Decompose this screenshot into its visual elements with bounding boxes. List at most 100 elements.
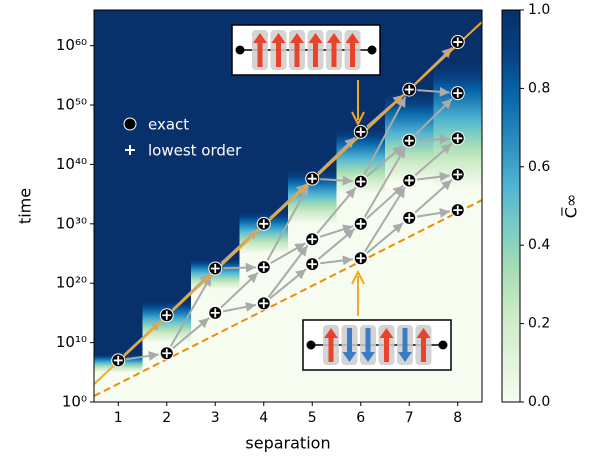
transition-arrow [366, 185, 404, 220]
lowest-order-point [307, 174, 317, 184]
transition-arrow [417, 86, 450, 97]
transition-arrow [363, 147, 407, 218]
spin-arrow [345, 33, 360, 67]
colorbar-tick-label: 0.4 [528, 237, 550, 253]
spin-arrow [253, 33, 267, 67]
transition-arrow [223, 262, 256, 273]
transition-arrow [269, 268, 307, 300]
lowest-order-point [404, 136, 414, 146]
transition-arrow [366, 145, 404, 178]
colorbar-tick-label: 0.2 [528, 316, 550, 332]
spin-arrow [379, 328, 394, 362]
x-tick-label: 7 [405, 410, 414, 426]
transition-arrow [319, 224, 354, 238]
lowest-order-point [307, 234, 317, 244]
lowest-order-point [356, 177, 366, 187]
transition-arrow [169, 274, 213, 347]
x-tick-label: 1 [114, 410, 123, 426]
lowest-order-point [453, 170, 463, 180]
transition-arrow [320, 255, 353, 266]
points [111, 35, 465, 368]
spin-arrow [398, 328, 412, 362]
chain-end [438, 340, 448, 350]
x-axis-label: separation [245, 434, 330, 453]
colorbar [501, 9, 521, 403]
y-tick-label: 10⁶⁰ [56, 36, 87, 54]
inset-arrow [351, 80, 365, 127]
transition-arrow [172, 317, 210, 349]
transition-arrow [417, 171, 450, 182]
transition-arrow [364, 186, 406, 252]
guide-line [93, 21, 483, 385]
arrows [123, 46, 453, 361]
transition-arrow [414, 179, 453, 214]
colorbar-tick-label: 0.0 [528, 394, 550, 410]
legend-label: lowest order [148, 142, 242, 160]
lowest-order-point [404, 213, 414, 223]
lowest-order-point [307, 259, 317, 269]
legend-marker [123, 117, 137, 131]
colorbar-tick-label: 0.8 [528, 80, 550, 96]
transition-arrow [416, 208, 451, 218]
spin-arrow [290, 33, 304, 67]
plot-frame [93, 9, 483, 403]
transition-arrow [317, 136, 356, 174]
transition-arrow [366, 222, 404, 254]
heatmap-column [94, 10, 143, 402]
inset-top [231, 24, 381, 76]
inset-bottom [302, 319, 452, 371]
chain-end [306, 340, 316, 350]
spin-arrow [308, 33, 323, 67]
chain-end [367, 45, 377, 55]
y-tick-label: 10⁰ [62, 393, 87, 411]
spin-arrow [271, 33, 286, 67]
lowest-order-point [162, 310, 172, 320]
lowest-order-point [404, 175, 414, 185]
x-tick-label: 8 [453, 410, 462, 426]
y-tick-label: 10⁵⁰ [56, 96, 87, 114]
lowest-order-point [210, 308, 220, 318]
y-tick-label: 10⁴⁰ [56, 155, 87, 173]
lowest-order-point [259, 298, 269, 308]
transition-arrow [126, 350, 159, 361]
lowest-order-point [356, 219, 366, 229]
lowest-order-point [113, 355, 123, 365]
transition-arrow [316, 187, 357, 234]
guide-lines [93, 21, 483, 397]
spin-arrow [324, 328, 338, 362]
lowest-order-point [356, 253, 366, 263]
transition-arrow [363, 96, 407, 175]
x-tick-label: 5 [308, 410, 317, 426]
transition-arrow [268, 183, 308, 220]
y-tick-label: 10³⁰ [56, 214, 87, 232]
chain-end [235, 45, 245, 55]
transition-arrow [222, 301, 257, 313]
lowest-order-point [210, 264, 220, 273]
spin-arrow [416, 328, 431, 362]
colorbar-label: C̅∞ [562, 194, 581, 219]
transition-arrow [270, 242, 306, 265]
lowest-order-point [453, 37, 463, 47]
spin-arrow [361, 328, 375, 362]
axes: 0.0 0.2 0.4 0.6 0.8 1.0 1 2 3 4 5 6 7 8 10⁰ 10¹⁰ 10²⁰ 10³… [56, 2, 550, 426]
y-axis-label: time [16, 188, 35, 224]
heatmap-column [142, 10, 192, 402]
inset-arrow [351, 269, 365, 316]
y-tick-label: 10¹⁰ [56, 333, 87, 351]
transition-arrow [266, 185, 310, 261]
y-tick-label: 10²⁰ [56, 274, 87, 292]
lowest-order-point [404, 85, 414, 95]
x-tick-label: 6 [356, 410, 365, 426]
lowest-order-point [259, 219, 269, 229]
x-tick-label: 3 [211, 410, 220, 426]
transition-arrow [220, 271, 259, 309]
lowest-order-point [259, 262, 269, 272]
x-tick-label: 4 [259, 410, 268, 426]
spin-arrow [327, 33, 341, 67]
lowest-order-point [356, 127, 366, 137]
guide-line [93, 199, 483, 397]
legend-label: exact [148, 116, 189, 134]
colorbar-tick-label: 1.0 [528, 2, 550, 18]
lowest-order-point [453, 133, 463, 143]
